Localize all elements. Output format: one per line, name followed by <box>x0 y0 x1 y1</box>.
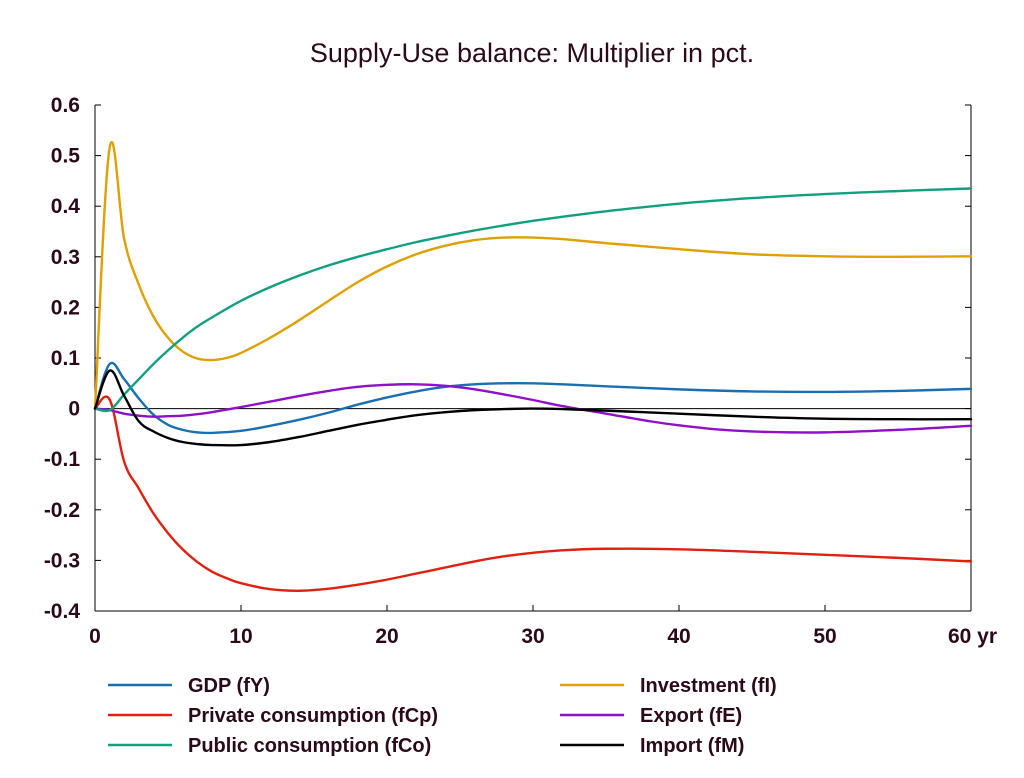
y-tick-label: -0.4 <box>44 600 81 623</box>
x-tick-label: 50 <box>813 625 836 648</box>
y-tick-label: 0.4 <box>51 195 81 218</box>
legend: GDP (fY) Investment (fI) Private consumpti… <box>108 675 777 757</box>
series-line <box>93 383 973 434</box>
y-tick-label: 0.5 <box>51 145 81 168</box>
x-tick-label: 40 <box>667 625 690 648</box>
series-line <box>93 187 973 413</box>
x-tick-label: 60 yr <box>948 625 997 648</box>
legend-label: Private consumption (fCp) <box>188 705 438 727</box>
legend-label: Import (fM) <box>640 735 744 757</box>
y-tick-label: -0.3 <box>44 549 80 572</box>
y-tick-label: 0.1 <box>51 347 81 370</box>
chart-title: Supply-Use balance: Multiplier in pct. <box>310 38 754 68</box>
x-tick-label: 10 <box>229 625 252 648</box>
y-tick-label: 0.2 <box>51 296 80 319</box>
y-tick-label: 0 <box>68 398 80 421</box>
series-line <box>93 141 973 410</box>
x-tick-label: 30 <box>521 625 544 648</box>
y-tick-label: 0.6 <box>51 94 80 117</box>
x-tick-label: 20 <box>375 625 398 648</box>
legend-label: GDP (fY) <box>188 675 270 697</box>
series-line <box>93 361 973 435</box>
x-tick-label: 0 <box>89 625 101 648</box>
series-line <box>93 369 973 447</box>
y-tick-label: 0.3 <box>51 246 80 269</box>
legend-label: Investment (fI) <box>640 675 777 697</box>
series-line <box>93 395 973 592</box>
legend-label: Public consumption (fCo) <box>188 735 431 757</box>
y-tick-label: -0.1 <box>44 448 81 471</box>
legend-label: Export (fE) <box>640 705 742 727</box>
plot-area: 0.6 0.5 0.4 0.3 0.2 0.1 0 -0.1 -0.2 -0.3 -0.4 0 10 20… <box>44 94 997 648</box>
y-tick-label: -0.2 <box>44 499 80 522</box>
